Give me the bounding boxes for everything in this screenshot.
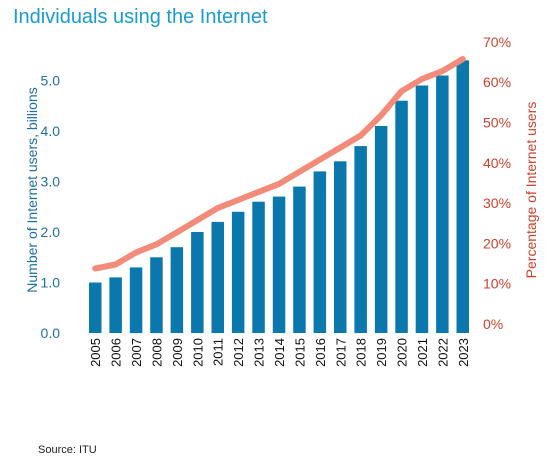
x-tick-label: 2013 <box>252 338 267 367</box>
bar-2011 <box>211 221 224 333</box>
percentage-point-2020 <box>401 90 402 92</box>
x-tick-label: 2011 <box>211 338 226 366</box>
bar-2018 <box>354 146 367 333</box>
right-tick-label: 20% <box>483 235 511 251</box>
bar-2010 <box>191 232 204 333</box>
right-tick-label: 10% <box>483 276 511 292</box>
left-tick-label: 1.0 <box>41 275 61 291</box>
x-tick-label: 2007 <box>129 338 144 367</box>
percentage-point-2019 <box>380 114 382 116</box>
x-tick-label: 2022 <box>435 338 450 367</box>
x-tick-label: 2015 <box>292 338 307 367</box>
percentage-point-2008 <box>156 243 157 245</box>
x-tick-label: 2012 <box>231 338 246 367</box>
percentage-point-2010 <box>196 219 198 221</box>
left-axis-ticks: 0.0 1.0 2.0 3.0 4.0 5.0 <box>41 73 61 342</box>
x-tick-label: 2016 <box>313 338 328 367</box>
percentage-point-2022 <box>441 70 443 72</box>
left-tick-label: 2.0 <box>41 224 61 240</box>
x-tick-label: 2020 <box>395 338 410 367</box>
bar-2008 <box>150 257 163 334</box>
x-tick-label: 2019 <box>374 338 389 367</box>
percentage-point-2011 <box>217 207 219 209</box>
left-tick-label: 4.0 <box>41 123 61 139</box>
bar-2012 <box>231 211 245 333</box>
bar-2023 <box>456 60 469 334</box>
percentage-point-2014 <box>278 183 280 185</box>
bar-2020 <box>395 100 408 333</box>
percentage-point-2007 <box>135 251 137 253</box>
x-tick-label: 2023 <box>456 338 471 367</box>
bar-2021 <box>415 85 429 333</box>
bar-2013 <box>252 201 265 333</box>
left-tick-label: 5.0 <box>41 73 61 89</box>
percentage-point-2015 <box>298 171 300 173</box>
x-tick-label: 2008 <box>150 338 165 367</box>
percentage-point-2009 <box>176 231 178 233</box>
bar-2022 <box>436 75 449 333</box>
percentage-point-2021 <box>421 78 423 80</box>
percentage-point-2006 <box>115 264 117 265</box>
source-note: Source: ITU <box>38 444 97 456</box>
right-axis-ticks: 0% 10% 20% 30% 40% 50% 60% 70% <box>483 34 511 332</box>
x-tick-label: 2005 <box>88 338 103 367</box>
bar-2009 <box>170 247 184 333</box>
bar-2019 <box>374 126 388 333</box>
bar-2015 <box>293 186 306 333</box>
bars-layer <box>89 60 469 334</box>
left-tick-label: 0.0 <box>41 325 61 341</box>
x-tick-label: 2009 <box>170 338 185 367</box>
x-tick-label: 2014 <box>272 338 287 367</box>
percentage-point-2023 <box>462 58 464 60</box>
right-tick-label: 30% <box>483 195 511 211</box>
percentage-point-2016 <box>319 159 321 161</box>
chart-title: Individuals using the Internet <box>13 6 268 28</box>
percentage-point-2017 <box>339 147 341 149</box>
right-axis-label: Percentage of Internet users <box>523 102 539 279</box>
bar-2007 <box>129 267 143 334</box>
bar-2017 <box>334 161 347 333</box>
bar-2006 <box>109 277 122 333</box>
left-axis-label: Number of Internet users, billions <box>24 87 40 292</box>
percentage-point-2018 <box>360 135 362 136</box>
percentage-point-2005 <box>94 268 96 269</box>
right-tick-label: 70% <box>483 34 511 50</box>
bar-2016 <box>313 171 327 333</box>
percentage-point-2012 <box>237 199 239 201</box>
right-tick-label: 50% <box>483 115 511 131</box>
right-tick-label: 40% <box>483 155 511 171</box>
left-tick-label: 3.0 <box>41 174 61 190</box>
percentage-point-2013 <box>258 191 260 193</box>
line-layer <box>92 56 466 272</box>
right-tick-label: 0% <box>483 316 503 332</box>
x-axis-ticks: 2005 2006 2007 2008 2009 2010 2011 2012 2013 2014… <box>88 338 471 367</box>
x-tick-label: 2006 <box>109 338 124 367</box>
bar-2005 <box>89 282 102 333</box>
x-tick-label: 2017 <box>333 338 348 367</box>
bar-2014 <box>272 196 286 333</box>
right-tick-label: 60% <box>483 74 511 90</box>
x-tick-label: 2018 <box>354 338 369 367</box>
x-tick-label: 2010 <box>190 338 205 367</box>
x-tick-label: 2021 <box>415 338 430 367</box>
